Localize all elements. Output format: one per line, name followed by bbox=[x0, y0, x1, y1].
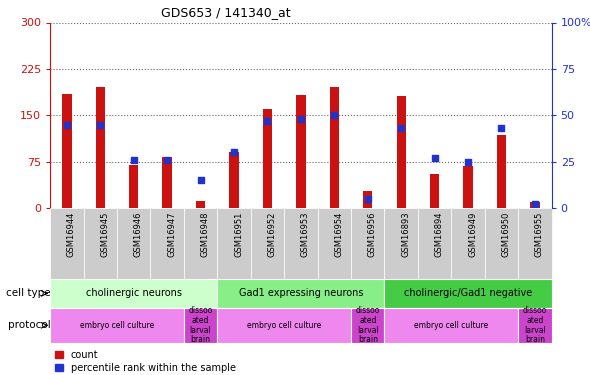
Bar bbox=[263, 109, 272, 208]
Point bbox=[96, 122, 105, 128]
Bar bbox=[351, 208, 385, 279]
Text: cholinergic neurons: cholinergic neurons bbox=[86, 288, 182, 298]
Text: GSM16946: GSM16946 bbox=[134, 211, 143, 257]
Bar bbox=[530, 202, 540, 208]
Point bbox=[396, 125, 406, 131]
Bar bbox=[385, 208, 418, 279]
Point bbox=[330, 112, 339, 118]
Text: dissoo
ated
larval
brain: dissoo ated larval brain bbox=[188, 306, 213, 344]
Bar bbox=[50, 279, 217, 308]
Bar bbox=[117, 208, 150, 279]
Text: GSM16893: GSM16893 bbox=[401, 211, 410, 257]
Bar bbox=[385, 279, 552, 308]
Point bbox=[497, 125, 506, 131]
Bar bbox=[196, 201, 205, 208]
Point bbox=[296, 116, 306, 122]
Bar bbox=[184, 208, 217, 279]
Point bbox=[463, 159, 473, 165]
Bar bbox=[217, 279, 385, 308]
Text: GSM16894: GSM16894 bbox=[435, 211, 444, 257]
Text: protocol: protocol bbox=[8, 320, 51, 330]
Bar bbox=[129, 165, 139, 208]
Bar bbox=[230, 152, 239, 208]
Text: GSM16955: GSM16955 bbox=[535, 211, 544, 257]
Legend: count, percentile rank within the sample: count, percentile rank within the sample bbox=[55, 350, 235, 373]
Text: GSM16954: GSM16954 bbox=[335, 211, 343, 257]
Text: embryo cell culture: embryo cell culture bbox=[80, 321, 154, 330]
Bar bbox=[430, 174, 440, 208]
Point bbox=[530, 201, 540, 207]
Text: dissoo
ated
larval
brain: dissoo ated larval brain bbox=[356, 306, 380, 344]
Text: GSM16944: GSM16944 bbox=[67, 211, 76, 257]
Text: Gad1 expressing neurons: Gad1 expressing neurons bbox=[238, 288, 363, 298]
Bar bbox=[363, 191, 372, 208]
Bar bbox=[463, 166, 473, 208]
Bar bbox=[162, 157, 172, 208]
Bar bbox=[50, 308, 184, 343]
Bar bbox=[251, 208, 284, 279]
Bar bbox=[518, 208, 552, 279]
Text: GSM16947: GSM16947 bbox=[167, 211, 176, 257]
Point bbox=[196, 177, 205, 183]
Bar bbox=[84, 208, 117, 279]
Point bbox=[129, 157, 139, 163]
Bar bbox=[497, 135, 506, 208]
Bar bbox=[284, 208, 317, 279]
Bar bbox=[50, 208, 84, 279]
Text: GSM16948: GSM16948 bbox=[201, 211, 209, 257]
Point bbox=[162, 157, 172, 163]
Text: GSM16951: GSM16951 bbox=[234, 211, 243, 257]
Bar bbox=[330, 87, 339, 208]
Bar bbox=[351, 308, 385, 343]
Text: GSM16953: GSM16953 bbox=[301, 211, 310, 257]
Bar bbox=[62, 94, 71, 208]
Text: cholinergic/Gad1 negative: cholinergic/Gad1 negative bbox=[404, 288, 532, 298]
Text: embryo cell culture: embryo cell culture bbox=[414, 321, 489, 330]
Bar bbox=[451, 208, 485, 279]
Bar bbox=[150, 208, 184, 279]
Text: GSM16952: GSM16952 bbox=[267, 211, 277, 257]
Title: GDS653 / 141340_at: GDS653 / 141340_at bbox=[161, 6, 290, 18]
Bar bbox=[317, 208, 351, 279]
Bar bbox=[518, 308, 552, 343]
Point bbox=[230, 149, 239, 155]
Bar bbox=[217, 308, 351, 343]
Bar bbox=[385, 308, 518, 343]
Bar bbox=[485, 208, 518, 279]
Point bbox=[62, 122, 71, 128]
Text: cell type: cell type bbox=[6, 288, 51, 298]
Text: GSM16956: GSM16956 bbox=[368, 211, 377, 257]
Point bbox=[363, 196, 372, 202]
Text: dissoo
ated
larval
brain: dissoo ated larval brain bbox=[523, 306, 547, 344]
Text: embryo cell culture: embryo cell culture bbox=[247, 321, 322, 330]
Bar bbox=[184, 308, 217, 343]
Text: GSM16950: GSM16950 bbox=[502, 211, 510, 257]
Bar bbox=[217, 208, 251, 279]
Point bbox=[430, 155, 440, 161]
Bar bbox=[396, 96, 406, 208]
Bar bbox=[96, 87, 105, 208]
Text: GSM16945: GSM16945 bbox=[100, 211, 109, 257]
Point bbox=[263, 118, 272, 124]
Bar bbox=[296, 95, 306, 208]
Text: GSM16949: GSM16949 bbox=[468, 211, 477, 257]
Bar bbox=[418, 208, 451, 279]
